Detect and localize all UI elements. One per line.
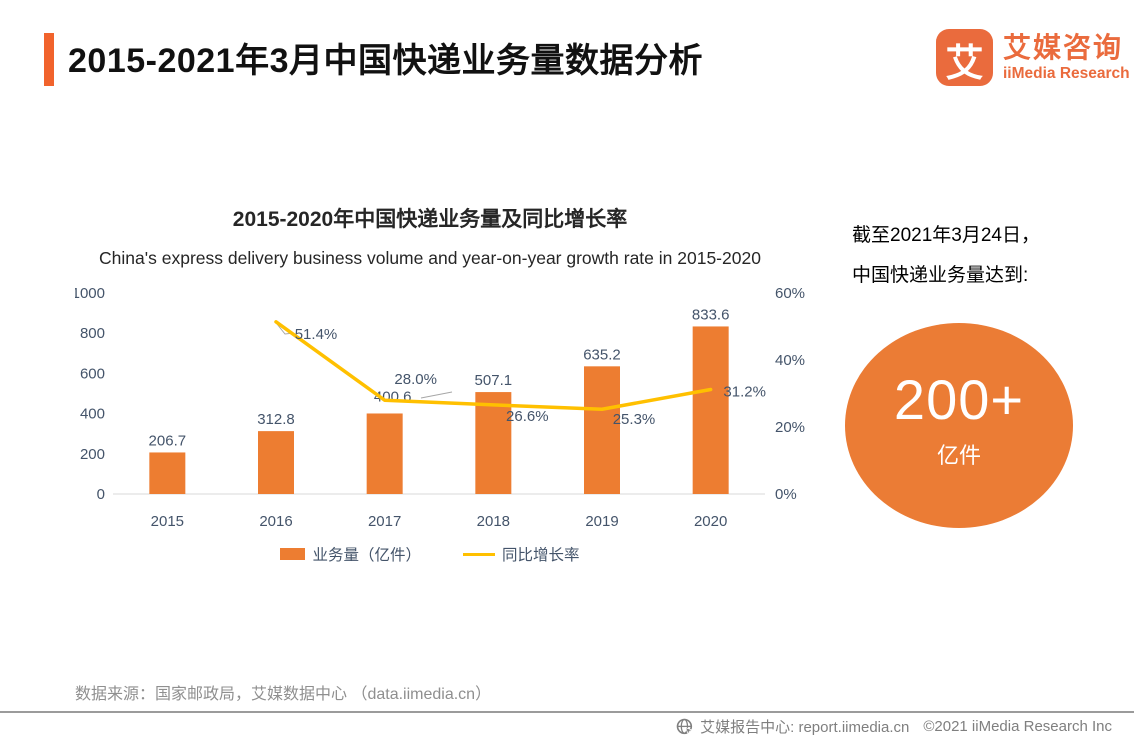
svg-text:40%: 40% [775,352,805,369]
logo-text: 艾媒咨询 iiMedia Research [1003,31,1130,82]
svg-text:0: 0 [97,486,105,503]
iimedia-logo-icon: 艾 [936,29,993,86]
line-series-swatch [463,552,495,556]
svg-text:31.2%: 31.2% [723,383,766,400]
svg-text:20%: 20% [775,419,805,436]
footer-report-center: 艾媒报告中心: report.iimedia.cn [700,719,910,736]
svg-text:1000: 1000 [75,285,105,302]
highlight-line2: 中国快递业务量达到: [852,265,1029,286]
svg-text:2016: 2016 [259,513,292,530]
svg-text:2020: 2020 [694,513,727,530]
chart-header: 2015-2020年中国快递业务量及同比增长率 China's express … [70,203,790,269]
svg-text:507.1: 507.1 [475,372,513,389]
chart-legend: 业务量（亿件） 同比增长率 [75,543,785,565]
svg-text:312.8: 312.8 [257,411,295,428]
source-note: 数据来源：国家邮政局，艾媒数据中心 （data.iimedia.cn） [75,686,492,703]
svg-text:400: 400 [80,406,105,423]
highlight-line1: 截至2021年3月24日， [852,225,1040,246]
footer-copyright: ©2021 iiMedia Research Inc [923,718,1112,735]
highlight-circle: 200+ 亿件 [845,323,1073,528]
legend-item-growth: 同比增长率 [463,543,580,565]
legend-item-volume: 业务量（亿件） [280,543,421,565]
chart-title-cn: 2015-2020年中国快递业务量及同比增长率 [232,208,628,231]
svg-text:800: 800 [80,325,105,342]
svg-text:28.0%: 28.0% [394,371,437,388]
svg-text:60%: 60% [775,285,805,302]
title-accent-bar [44,33,54,86]
logo-name-en: iiMedia Research [1003,64,1130,82]
bar-series-swatch [280,548,306,560]
footer: 艾媒报告中心: report.iimedia.cn ©2021 iiMedia … [676,716,1112,737]
svg-text:25.3%: 25.3% [613,411,656,428]
svg-text:833.6: 833.6 [692,306,730,323]
svg-text:2015: 2015 [151,513,184,530]
footer-divider [0,711,1134,713]
svg-text:635.2: 635.2 [583,346,621,363]
iimedia-logo: 艾 艾媒咨询 iiMedia Research [936,29,1130,86]
logo-name-cn: 艾媒咨询 [1003,31,1124,63]
chart-title-en: China's express delivery business volume… [99,248,761,268]
legend-label-growth: 同比增长率 [502,547,580,564]
svg-text:600: 600 [80,365,105,382]
svg-text:26.6%: 26.6% [506,408,549,425]
page-title: 2015-2021年3月中国快递业务量数据分析 [68,42,704,80]
bar-line-chart: 020040060080010000%20%40%60%206.7312.840… [75,285,805,530]
highlight-text: 截至2021年3月24日， 中国快递业务量达到: [852,216,1040,296]
svg-text:206.7: 206.7 [149,432,187,449]
svg-text:0%: 0% [775,486,797,503]
highlight-unit: 亿件 [936,443,981,468]
svg-text:51.4%: 51.4% [295,326,338,343]
svg-text:200: 200 [80,446,105,463]
globe-cursor-icon [676,718,694,736]
highlight-value: 200+ [893,368,1025,431]
svg-text:2018: 2018 [477,513,510,530]
legend-label-volume: 业务量（亿件） [312,547,421,564]
svg-text:2019: 2019 [585,513,618,530]
svg-text:2017: 2017 [368,513,401,530]
